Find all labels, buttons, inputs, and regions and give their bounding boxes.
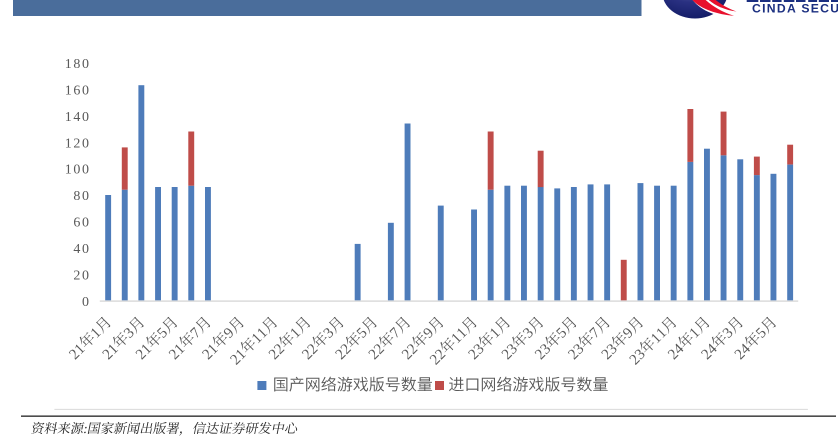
svg-text:140: 140 xyxy=(65,110,91,125)
svg-text:20: 20 xyxy=(73,269,90,284)
svg-text:CINDA SECURITIES: CINDA SECURITIES xyxy=(752,2,838,16)
svg-text:180: 180 xyxy=(65,57,91,72)
svg-text:0: 0 xyxy=(82,295,91,310)
svg-text:80: 80 xyxy=(73,189,90,204)
svg-text:100: 100 xyxy=(65,163,91,178)
svg-text:120: 120 xyxy=(65,136,91,151)
svg-text:40: 40 xyxy=(73,242,90,257)
svg-text:160: 160 xyxy=(65,83,91,98)
svg-text:60: 60 xyxy=(73,216,90,231)
